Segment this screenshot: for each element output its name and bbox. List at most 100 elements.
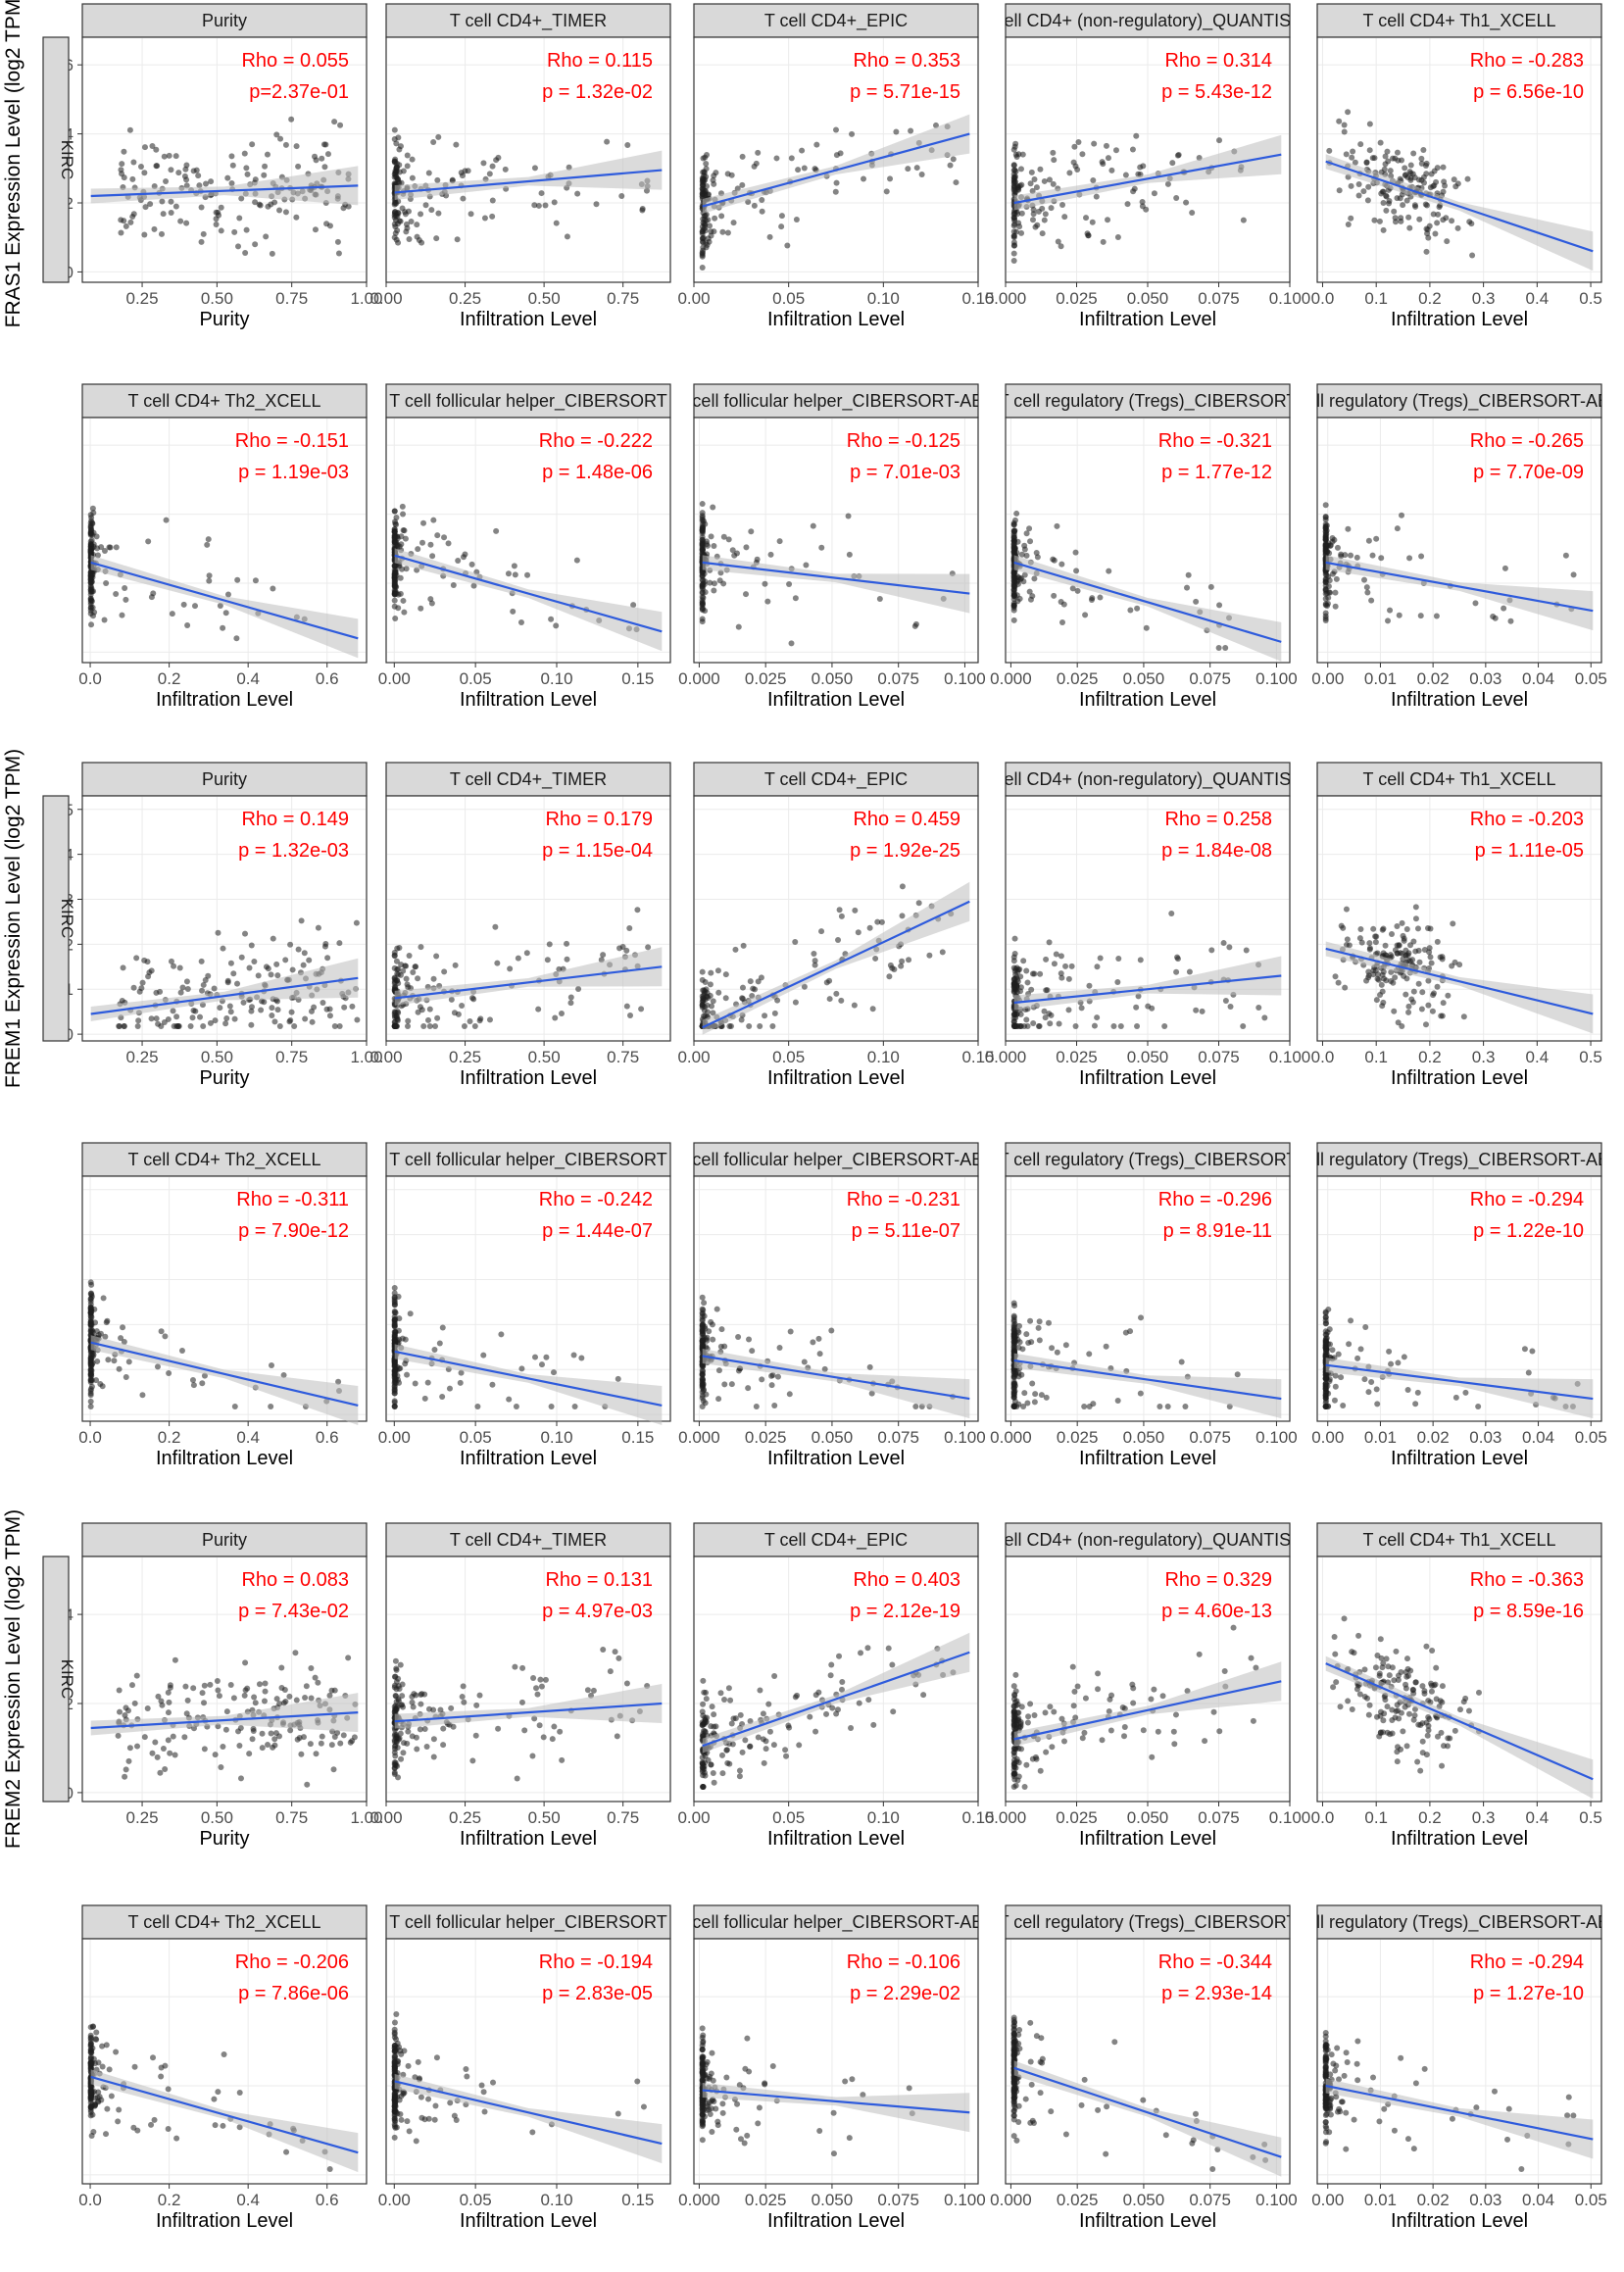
data-point bbox=[462, 551, 468, 558]
data-point bbox=[1059, 202, 1066, 209]
p-value-label: p = 5.71e-15 bbox=[850, 81, 960, 103]
data-point bbox=[271, 1736, 278, 1743]
data-point bbox=[1396, 942, 1403, 949]
data-point bbox=[121, 148, 127, 155]
data-point bbox=[699, 1309, 706, 1316]
data-point bbox=[836, 1653, 843, 1659]
data-point bbox=[1216, 1728, 1223, 1735]
data-point bbox=[215, 929, 221, 936]
data-point bbox=[255, 972, 262, 979]
data-point bbox=[510, 608, 517, 615]
data-point bbox=[762, 1013, 768, 1019]
data-point bbox=[1425, 234, 1432, 241]
data-point bbox=[89, 505, 96, 512]
data-point bbox=[323, 1006, 330, 1013]
data-point bbox=[1365, 537, 1372, 544]
data-point bbox=[418, 944, 424, 951]
data-point bbox=[294, 1736, 301, 1743]
data-point bbox=[227, 1009, 234, 1015]
data-point bbox=[190, 1008, 197, 1014]
data-point bbox=[1202, 1738, 1208, 1745]
data-point bbox=[391, 534, 398, 541]
data-point bbox=[1387, 168, 1394, 174]
data-point bbox=[785, 1722, 792, 1729]
data-point bbox=[201, 1700, 208, 1706]
rho-label: Rho = 0.329 bbox=[1164, 1569, 1272, 1591]
data-point bbox=[639, 207, 646, 214]
data-point bbox=[1051, 592, 1058, 599]
x-axis-title: Infiltration Level bbox=[460, 309, 597, 330]
data-point bbox=[395, 605, 402, 612]
data-point bbox=[703, 244, 710, 251]
data-point bbox=[1365, 1389, 1372, 1396]
data-point bbox=[1333, 575, 1340, 582]
data-point bbox=[259, 1730, 266, 1737]
data-point bbox=[301, 950, 308, 957]
data-point bbox=[702, 1400, 709, 1407]
data-point bbox=[1078, 1005, 1085, 1012]
data-point bbox=[564, 940, 570, 947]
x-axis-title: Infiltration Level bbox=[460, 1448, 597, 1469]
x-axis-title: Infiltration Level bbox=[767, 1828, 905, 1850]
data-point bbox=[1061, 214, 1068, 221]
data-point bbox=[1372, 1664, 1379, 1671]
data-point bbox=[324, 955, 331, 962]
data-point bbox=[1032, 1753, 1039, 1760]
data-point bbox=[634, 907, 641, 914]
x-tick-label: 0.50 bbox=[201, 289, 233, 308]
data-point bbox=[489, 163, 496, 170]
data-point bbox=[448, 996, 455, 1003]
data-point bbox=[1240, 1023, 1247, 1029]
data-point bbox=[1384, 1704, 1391, 1710]
data-point bbox=[722, 971, 729, 978]
data-point bbox=[885, 1645, 892, 1652]
data-point bbox=[1412, 1679, 1419, 1686]
data-point bbox=[178, 1348, 185, 1355]
data-point bbox=[398, 1755, 405, 1762]
data-point bbox=[709, 1704, 715, 1710]
data-point bbox=[1053, 951, 1059, 958]
data-point bbox=[87, 1368, 94, 1375]
data-point bbox=[236, 1743, 243, 1750]
data-point bbox=[137, 164, 144, 171]
data-point bbox=[392, 1657, 399, 1664]
data-point bbox=[1170, 1728, 1177, 1735]
data-point bbox=[1010, 521, 1017, 528]
regression-line bbox=[394, 169, 663, 194]
data-point bbox=[1403, 1669, 1409, 1676]
data-point bbox=[1023, 1331, 1030, 1338]
data-point bbox=[908, 127, 914, 134]
data-point bbox=[400, 168, 407, 174]
data-point bbox=[1369, 552, 1376, 559]
data-point bbox=[401, 1740, 408, 1747]
data-point bbox=[270, 935, 276, 942]
data-point bbox=[116, 1365, 123, 1372]
data-point bbox=[851, 1002, 858, 1009]
panel-title: T cell CD4+ (non-regulatory)_QUANTISEC bbox=[980, 1530, 1315, 1551]
data-point bbox=[393, 1686, 400, 1693]
data-point bbox=[331, 1687, 338, 1694]
data-point bbox=[1210, 1708, 1217, 1715]
data-point bbox=[251, 959, 258, 965]
data-point bbox=[1196, 1651, 1203, 1657]
data-point bbox=[1105, 217, 1111, 223]
data-point bbox=[1440, 164, 1447, 171]
data-point bbox=[409, 156, 416, 163]
data-point bbox=[1400, 1728, 1406, 1735]
data-point bbox=[707, 981, 714, 988]
data-point bbox=[1432, 230, 1439, 237]
data-point bbox=[536, 1722, 543, 1729]
data-point bbox=[449, 176, 456, 183]
data-point bbox=[1417, 613, 1424, 619]
data-point bbox=[866, 924, 873, 931]
cancer-label: KIRC bbox=[58, 140, 76, 180]
data-point bbox=[1050, 180, 1057, 187]
x-tick-label: 0.4 bbox=[236, 1428, 260, 1447]
x-tick-label: 0.050 bbox=[1123, 1428, 1165, 1447]
data-point bbox=[1366, 940, 1373, 947]
data-point bbox=[939, 949, 946, 956]
data-point bbox=[1412, 203, 1419, 210]
data-point bbox=[1031, 1399, 1038, 1406]
data-point bbox=[708, 969, 714, 976]
data-point bbox=[1010, 146, 1017, 153]
